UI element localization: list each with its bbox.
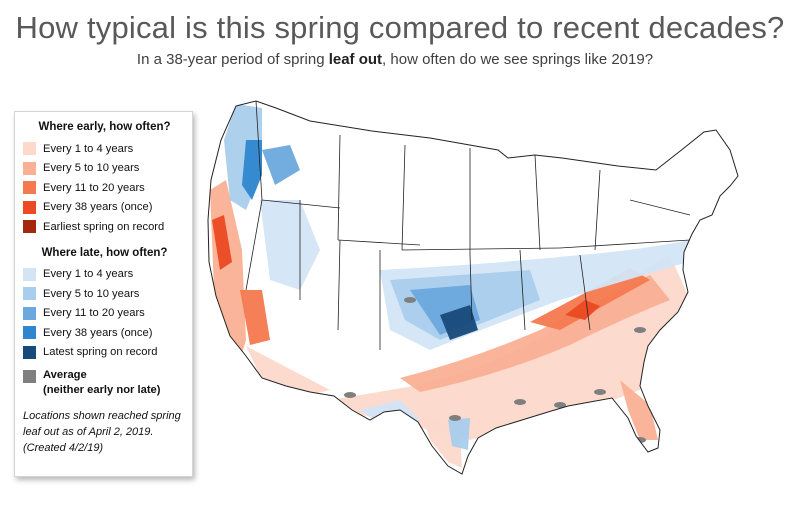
legend-average-line1: Average bbox=[43, 369, 87, 381]
state-border bbox=[337, 239, 421, 246]
late-legend-item: Every 5 to 10 years bbox=[23, 284, 186, 304]
subtitle-text-bold: leaf out bbox=[328, 51, 383, 68]
early-zone-florida bbox=[620, 380, 658, 440]
late-legend-swatch bbox=[23, 306, 36, 320]
late-legend-item: Every 11 to 20 years bbox=[23, 304, 186, 324]
late-legend-swatch bbox=[23, 345, 36, 359]
average-patch bbox=[514, 399, 526, 405]
late-zone-idaho bbox=[262, 145, 300, 185]
late-legend-swatch bbox=[23, 267, 36, 281]
subtitle-text-end: , how often do we see springs like 2019? bbox=[382, 51, 654, 68]
average-patch bbox=[634, 327, 646, 333]
map-legend: Where early, how often? Every 1 to 4 yea… bbox=[14, 111, 193, 477]
early-zone-carolinas bbox=[530, 268, 650, 330]
early-legend-swatch bbox=[23, 220, 36, 234]
average-patch bbox=[594, 389, 606, 395]
legend-note: Locations shown reached spring leaf out … bbox=[23, 410, 181, 454]
early-legend-item: Every 38 years (once) bbox=[23, 198, 186, 218]
state-borders bbox=[245, 100, 691, 350]
average-patch bbox=[554, 402, 566, 408]
map-layer bbox=[207, 100, 739, 475]
state-border bbox=[469, 254, 473, 321]
early-zone-california-core bbox=[212, 215, 232, 270]
early-legend-swatch bbox=[23, 181, 36, 195]
early-legend-label: Every 5 to 10 years bbox=[43, 162, 140, 175]
average-patch bbox=[344, 392, 356, 398]
legend-average-line2: (neither early nor late) bbox=[43, 384, 161, 396]
late-legend-list: Every 1 to 4 years Every 5 to 10 years Eve… bbox=[23, 265, 186, 363]
early-legend-swatch bbox=[23, 142, 36, 156]
state-border bbox=[594, 169, 601, 251]
state-border bbox=[401, 247, 561, 251]
state-border bbox=[245, 199, 263, 291]
average-patch bbox=[404, 297, 416, 303]
early-legend-label: Earliest spring on record bbox=[43, 220, 165, 233]
early-legend-label: Every 11 to 20 years bbox=[43, 181, 145, 194]
early-zone-core bbox=[565, 300, 600, 320]
late-zone-cascades bbox=[242, 140, 262, 200]
average-patch bbox=[449, 415, 461, 421]
late-zone-great-basin bbox=[260, 200, 320, 290]
state-border bbox=[255, 100, 263, 201]
page-subtitle: In a 38-year period of spring leaf out, … bbox=[0, 51, 790, 68]
late-legend-item: Latest spring on record bbox=[23, 343, 186, 363]
late-zone-record-late bbox=[440, 305, 478, 340]
early-legend-heading: Where early, how often? bbox=[38, 121, 171, 133]
state-border bbox=[401, 144, 406, 251]
late-legend-swatch bbox=[23, 326, 36, 340]
early-legend-item: Every 5 to 10 years bbox=[23, 159, 186, 179]
state-border bbox=[337, 239, 341, 331]
early-legend-item: Earliest spring on record bbox=[23, 217, 186, 237]
state-border bbox=[337, 134, 341, 241]
legend-swatch-average bbox=[23, 370, 36, 383]
early-zone-nevada bbox=[240, 290, 270, 345]
late-legend-swatch bbox=[23, 287, 36, 301]
early-legend-swatch bbox=[23, 200, 36, 214]
early-zone-southwest bbox=[246, 346, 330, 396]
late-zone-gulf bbox=[448, 418, 470, 450]
late-legend-item: Every 1 to 4 years bbox=[23, 265, 186, 285]
legend-item-average: Average (neither early nor late) bbox=[23, 368, 186, 398]
late-legend-label: Every 11 to 20 years bbox=[43, 307, 145, 320]
late-legend-heading: Where late, how often? bbox=[41, 246, 168, 259]
late-legend-label: Every 1 to 4 years bbox=[43, 268, 134, 281]
late-legend-item: Every 38 years (once) bbox=[23, 323, 186, 343]
late-legend-label: Every 38 years (once) bbox=[43, 326, 153, 339]
early-legend-label: Every 38 years (once) bbox=[43, 201, 153, 214]
state-border bbox=[534, 154, 541, 251]
state-border bbox=[261, 199, 341, 209]
early-legend-label: Every 1 to 4 years bbox=[43, 142, 134, 155]
state-border bbox=[629, 199, 691, 216]
early-zone-south bbox=[300, 255, 690, 440]
state-border bbox=[559, 239, 691, 249]
early-zone-texas-coast bbox=[420, 410, 462, 468]
early-legend-list: Every 1 to 4 years Every 5 to 10 years Eve… bbox=[23, 139, 186, 237]
us-leaf-out-map bbox=[207, 100, 739, 475]
late-legend-label: Latest spring on record bbox=[43, 346, 158, 359]
early-legend-item: Every 11 to 20 years bbox=[23, 178, 186, 198]
early-legend-item: Every 1 to 4 years bbox=[23, 139, 186, 159]
late-legend-label: Every 5 to 10 years bbox=[43, 287, 140, 300]
early-legend-swatch bbox=[23, 161, 36, 175]
state-border bbox=[519, 249, 526, 331]
state-border bbox=[579, 254, 591, 331]
subtitle-text-start: In a 38-year period of spring bbox=[136, 51, 329, 68]
page-title: How typical is this spring compared to r… bbox=[15, 10, 785, 45]
legend-average-label: Average (neither early nor late) bbox=[43, 368, 161, 398]
